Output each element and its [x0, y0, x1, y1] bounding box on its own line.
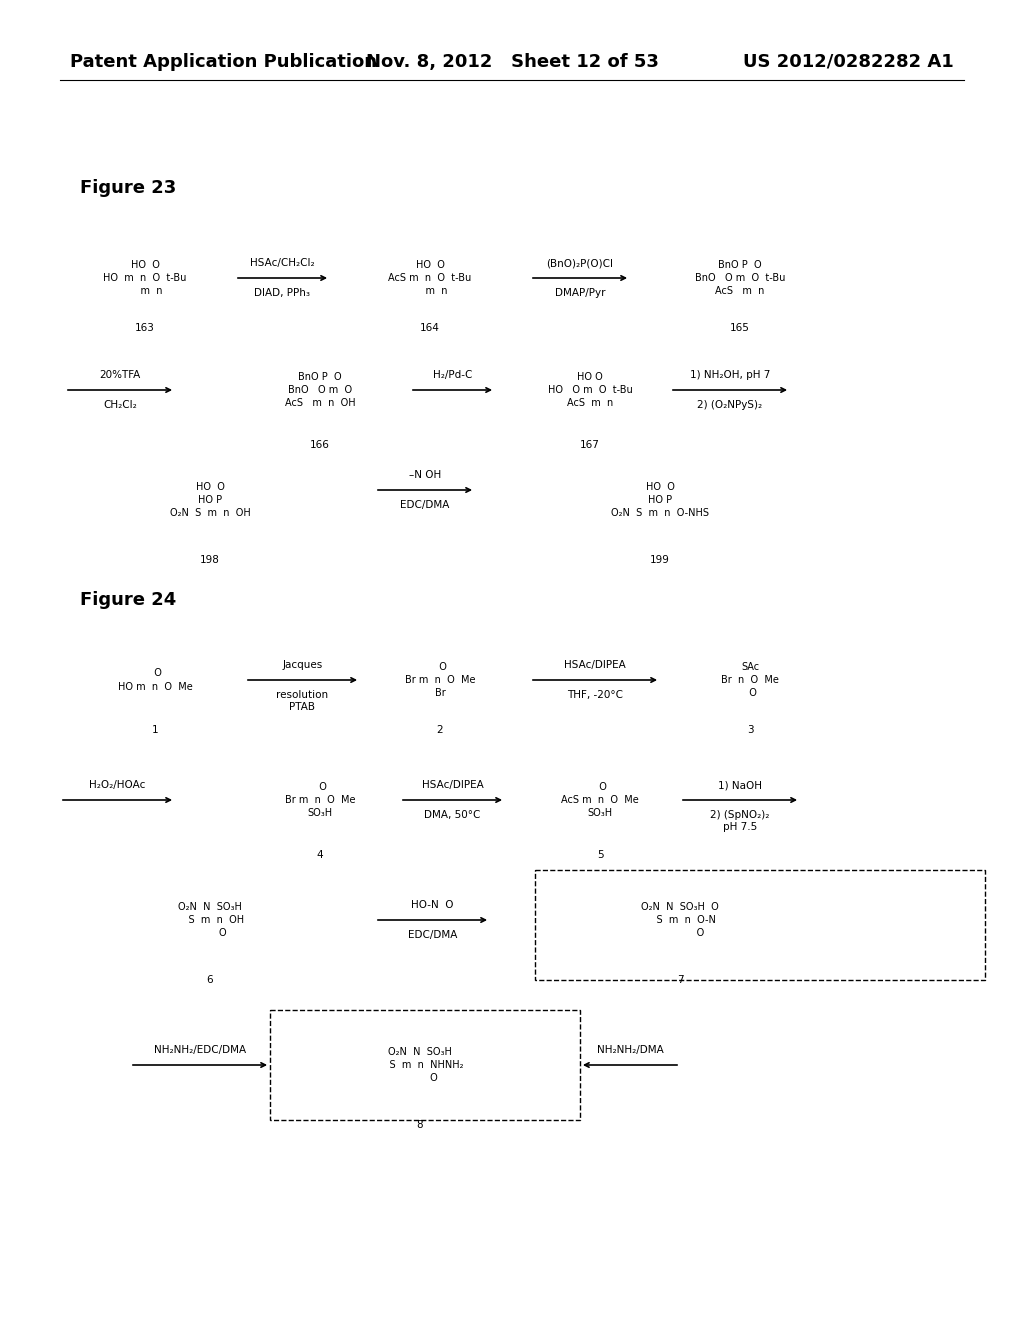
Text: Figure 24: Figure 24: [80, 591, 176, 609]
Text: AcS  m  n: AcS m n: [567, 399, 613, 408]
Text: O₂N  N  SO₃H: O₂N N SO₃H: [388, 1047, 452, 1057]
Text: HSAc/CH₂Cl₂: HSAc/CH₂Cl₂: [250, 257, 314, 268]
Text: HO m  n  O  Me: HO m n O Me: [118, 681, 193, 692]
Text: AcS m  n  O  t-Bu: AcS m n O t-Bu: [388, 273, 472, 282]
Text: O: O: [402, 1073, 438, 1082]
Text: Jacques: Jacques: [283, 660, 323, 671]
Text: HO-N  O: HO-N O: [412, 900, 454, 909]
Text: O: O: [656, 928, 705, 939]
Text: AcS m  n  O  Me: AcS m n O Me: [561, 795, 639, 805]
Text: Br m  n  O  Me: Br m n O Me: [404, 675, 475, 685]
Text: S  m  n  O-N: S m n O-N: [644, 915, 716, 925]
Text: 1) NaOH: 1) NaOH: [718, 780, 762, 789]
Text: 3: 3: [746, 725, 754, 735]
Text: 8: 8: [417, 1119, 423, 1130]
Text: SO₃H: SO₃H: [307, 808, 333, 818]
Text: HSAc/DIPEA: HSAc/DIPEA: [564, 660, 626, 671]
Text: S  m  n  OH: S m n OH: [176, 915, 244, 925]
Text: 20%TFA: 20%TFA: [99, 370, 140, 380]
Text: O₂N  N  SO₃H  O: O₂N N SO₃H O: [641, 902, 719, 912]
Text: DMAP/Pyr: DMAP/Pyr: [555, 288, 605, 298]
Text: –N OH: –N OH: [409, 470, 441, 480]
Text: DMA, 50°C: DMA, 50°C: [424, 810, 480, 820]
Text: 6: 6: [207, 975, 213, 985]
Text: 199: 199: [650, 554, 670, 565]
Text: HO  O: HO O: [131, 260, 160, 271]
Text: NH₂NH₂/DMA: NH₂NH₂/DMA: [597, 1045, 664, 1055]
Text: Br m  n  O  Me: Br m n O Me: [285, 795, 355, 805]
Text: O₂N  S  m  n  OH: O₂N S m n OH: [170, 508, 251, 517]
Text: HO  O: HO O: [196, 482, 224, 492]
Text: 164: 164: [420, 323, 440, 333]
Text: 163: 163: [135, 323, 155, 333]
Text: 2) (SpNO₂)₂: 2) (SpNO₂)₂: [711, 810, 770, 820]
Text: O: O: [433, 663, 446, 672]
Text: O: O: [194, 928, 226, 939]
Text: 5: 5: [597, 850, 603, 861]
Text: EDC/DMA: EDC/DMA: [400, 500, 450, 510]
Text: HSAc/DIPEA: HSAc/DIPEA: [422, 780, 483, 789]
Text: Figure 23: Figure 23: [80, 180, 176, 197]
Text: BnO   O m  O: BnO O m O: [288, 385, 352, 395]
Text: Br: Br: [434, 688, 445, 698]
Text: THF, -20°C: THF, -20°C: [567, 690, 623, 700]
Text: H₂O₂/HOAc: H₂O₂/HOAc: [89, 780, 145, 789]
Bar: [270, 1010, 580, 1119]
Text: Nov. 8, 2012   Sheet 12 of 53: Nov. 8, 2012 Sheet 12 of 53: [366, 53, 658, 71]
Text: SAc: SAc: [741, 663, 759, 672]
Text: S  m  n  NHNH₂: S m n NHNH₂: [377, 1060, 463, 1071]
Text: 2) (O₂NPyS)₂: 2) (O₂NPyS)₂: [697, 400, 763, 411]
Text: US 2012/0282282 A1: US 2012/0282282 A1: [743, 53, 954, 71]
Text: CH₂Cl₂: CH₂Cl₂: [103, 400, 137, 411]
Text: BnO P  O: BnO P O: [298, 372, 342, 381]
Text: 167: 167: [580, 440, 600, 450]
Text: AcS   m  n: AcS m n: [716, 286, 765, 296]
Text: HO  m  n  O  t-Bu: HO m n O t-Bu: [103, 273, 186, 282]
Text: 198: 198: [200, 554, 220, 565]
Text: BnO P  O: BnO P O: [718, 260, 762, 271]
Text: H₂/Pd-C: H₂/Pd-C: [433, 370, 472, 380]
Text: DIAD, PPh₃: DIAD, PPh₃: [255, 288, 310, 298]
Text: Patent Application Publication: Patent Application Publication: [70, 53, 377, 71]
Text: Br  n  O  Me: Br n O Me: [721, 675, 779, 685]
Text: O: O: [313, 781, 327, 792]
Text: 166: 166: [310, 440, 330, 450]
Text: O: O: [593, 781, 607, 792]
Text: resolution: resolution: [276, 690, 329, 700]
Text: BnO   O m  O  t-Bu: BnO O m O t-Bu: [695, 273, 785, 282]
Text: HO O: HO O: [578, 372, 603, 381]
Text: O: O: [148, 668, 162, 678]
Text: 4: 4: [316, 850, 324, 861]
Text: 1: 1: [152, 725, 159, 735]
Text: SO₃H: SO₃H: [588, 808, 612, 818]
Text: 7: 7: [677, 975, 683, 985]
Text: 2: 2: [436, 725, 443, 735]
Text: (BnO)₂P(O)Cl: (BnO)₂P(O)Cl: [547, 257, 613, 268]
Text: PTAB: PTAB: [290, 702, 315, 711]
Text: AcS   m  n  OH: AcS m n OH: [285, 399, 355, 408]
Text: pH 7.5: pH 7.5: [723, 822, 757, 832]
Text: HO   O m  O  t-Bu: HO O m O t-Bu: [548, 385, 633, 395]
Text: O₂N  S  m  n  O-NHS: O₂N S m n O-NHS: [611, 508, 709, 517]
Text: O₂N  N  SO₃H: O₂N N SO₃H: [178, 902, 242, 912]
Text: m  n: m n: [128, 286, 162, 296]
Text: EDC/DMA: EDC/DMA: [408, 931, 457, 940]
Text: NH₂NH₂/EDC/DMA: NH₂NH₂/EDC/DMA: [154, 1045, 246, 1055]
Text: 165: 165: [730, 323, 750, 333]
Text: HO  O: HO O: [416, 260, 444, 271]
Text: O: O: [743, 688, 757, 698]
Text: m  n: m n: [413, 286, 447, 296]
Text: HO P: HO P: [198, 495, 222, 506]
Text: HO  O: HO O: [645, 482, 675, 492]
Text: 1) NH₂OH, pH 7: 1) NH₂OH, pH 7: [690, 370, 770, 380]
Bar: [535, 870, 985, 979]
Text: HO P: HO P: [648, 495, 672, 506]
